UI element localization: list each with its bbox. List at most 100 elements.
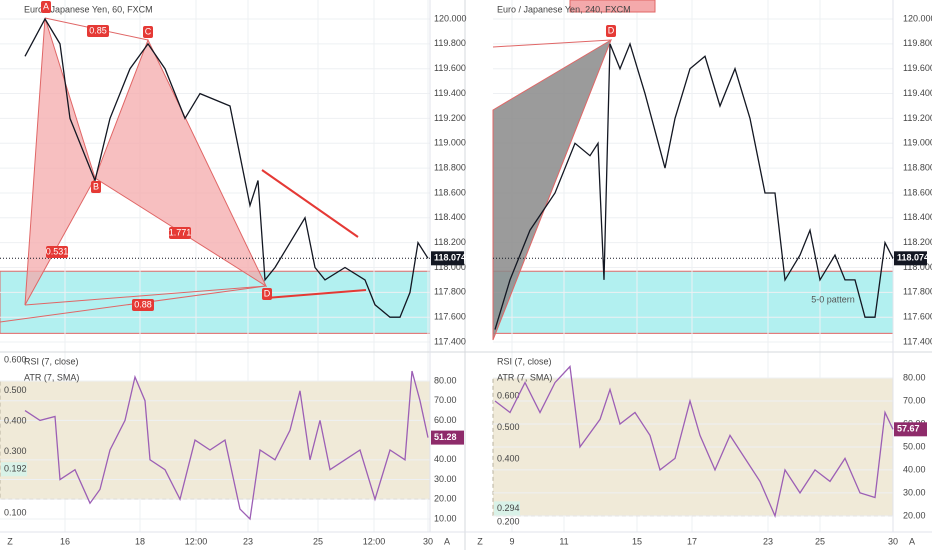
series-line [494, 365, 894, 519]
x-tick-label: 23 [763, 536, 773, 546]
y-tick-label: 10.00 [434, 513, 457, 523]
y-tick-label: 70.00 [903, 395, 926, 405]
annotation-box [169, 227, 191, 239]
last-label: 118.074 [897, 253, 929, 263]
y-tick-label: 40.00 [903, 464, 926, 474]
y-tick-label: 118.000 [903, 262, 932, 272]
y-tick-label: 30.00 [434, 474, 457, 484]
y2-last-label: 0.294 [497, 503, 520, 513]
y-tick-label: 119.200 [434, 113, 466, 123]
y-tick-label: 118.400 [434, 212, 466, 222]
chart-subtitle: ATR (7, SMA) [497, 372, 552, 382]
x-tick-label: 30 [888, 536, 898, 546]
pattern-line [492, 39, 612, 48]
chart-title: Euro / Japanese Yen, 240, FXCM [497, 4, 631, 14]
y-tick-label: 117.400 [434, 336, 466, 346]
y-tick-label: 120.000 [434, 13, 467, 23]
pattern-shape [492, 38, 612, 341]
y-tick-label: 117.800 [434, 287, 466, 297]
y-tick-label: 118.000 [434, 262, 466, 272]
y-tick-label: 20.00 [434, 494, 457, 504]
y-tick-label: 118.200 [434, 237, 466, 247]
zone [0, 270, 431, 334]
y-tick-label: 60.00 [434, 415, 457, 425]
annotation: D [608, 25, 615, 35]
y2-tick-label: 0.600 [4, 354, 27, 364]
y-tick-label: 50.00 [903, 441, 926, 451]
y2-tick-label: 0.300 [4, 446, 27, 456]
y-tick-label: 118.200 [903, 237, 932, 247]
annotation-box [91, 181, 101, 193]
y-tick-label: 119.000 [903, 138, 932, 148]
corner-label: A [909, 536, 915, 546]
y-tick-label: 119.200 [903, 113, 932, 123]
corner-label: A [444, 536, 450, 546]
y2-tick-label: 0.400 [4, 416, 27, 426]
y-tick-label: 119.600 [903, 63, 932, 73]
chart-title: RSI (7, close) [24, 356, 79, 366]
last-tag [431, 430, 464, 445]
y2-tick-label: 0.200 [497, 516, 520, 526]
last-tag [431, 251, 464, 266]
annotation-box [262, 288, 272, 300]
chart-subtitle: ATR (7, SMA) [24, 372, 79, 382]
annotation-box [132, 299, 154, 311]
last-tag [894, 251, 927, 266]
last-tag [894, 422, 927, 437]
y2-tick-label: 0.100 [4, 507, 27, 517]
y-tick-label: 119.400 [434, 88, 466, 98]
y-tick-label: 118.600 [903, 187, 932, 197]
annotation: 5-0 pattern [811, 294, 855, 304]
y-tick-label: 117.600 [903, 312, 932, 322]
trend-line [261, 169, 359, 238]
y2-tick-label: 0.600 [497, 390, 520, 400]
x-tick-label: 23 [243, 536, 253, 546]
series-line [24, 370, 429, 521]
y-tick-label: 20.00 [903, 510, 926, 520]
last-label: 57.67 [897, 424, 920, 434]
chart-title: RSI (7, close) [497, 356, 552, 366]
x-tick-label: 25 [313, 536, 323, 546]
x-tick-label: 11 [559, 536, 568, 546]
x-tick-label: 25 [815, 536, 825, 546]
y-tick-label: 40.00 [434, 454, 457, 464]
y-tick-label: 118.800 [903, 162, 932, 172]
y2-tag [494, 501, 520, 516]
annotation-box [41, 1, 51, 13]
annotation: 0.531 [46, 246, 69, 256]
y-tick-label: 30.00 [903, 487, 926, 497]
y2-last-label: 0.192 [4, 464, 27, 474]
x-tick-label: 12:00 [363, 536, 386, 546]
x-tick-label: 15 [632, 536, 642, 546]
y-tick-label: 119.000 [434, 138, 466, 148]
y-tick-label: 70.00 [434, 395, 457, 405]
y-tick-label: 117.600 [434, 312, 466, 322]
annotation-box [606, 25, 616, 37]
y-tick-label: 118.600 [434, 187, 466, 197]
x-tick-label: 17 [687, 536, 697, 546]
y-tick-label: 119.400 [903, 88, 932, 98]
y-tick-label: 117.800 [903, 287, 932, 297]
pattern-box [569, 0, 656, 13]
chart-title: Euro / Japanese Yen, 60, FXCM [24, 4, 153, 14]
series-line [494, 41, 894, 330]
rsi-band [0, 380, 431, 500]
y-tick-label: 119.600 [434, 63, 466, 73]
annotation: B [93, 181, 99, 191]
y-tick-label: 119.800 [903, 38, 932, 48]
trend-line [265, 289, 367, 299]
x-tick-label: 9 [509, 536, 514, 546]
y2-tick-label: 0.500 [4, 385, 27, 395]
corner-label: Z [7, 536, 13, 546]
x-tick-label: 30 [423, 536, 433, 546]
pattern-line [24, 285, 267, 306]
y2-tick-label: 0.400 [497, 453, 520, 463]
corner-label: Z [477, 536, 483, 546]
annotation-box [46, 246, 68, 258]
series-line [24, 17, 429, 318]
y-tick-label: 80.00 [434, 375, 457, 385]
y-tick-label: 119.800 [434, 38, 466, 48]
y2-tag [1, 462, 27, 477]
